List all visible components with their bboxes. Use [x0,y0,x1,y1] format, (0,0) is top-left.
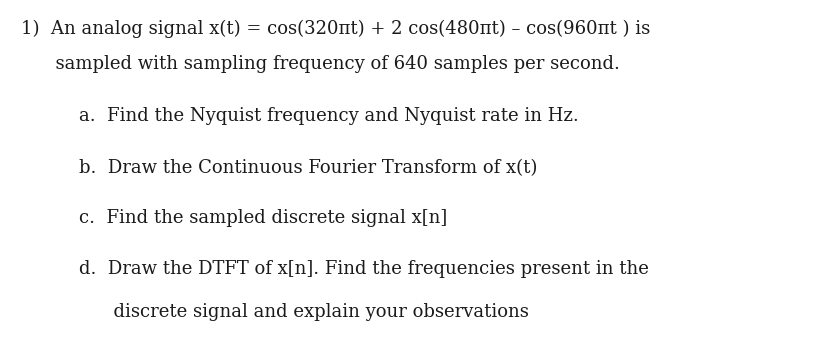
Text: discrete signal and explain your observations: discrete signal and explain your observa… [79,303,529,320]
Text: c.  Find the sampled discrete signal x[n]: c. Find the sampled discrete signal x[n] [79,209,448,227]
Text: 1)  An analog signal x(t) = cos(320πt) + 2 cos(480πt) – cos(960πt ) is: 1) An analog signal x(t) = cos(320πt) + … [21,20,650,38]
Text: a.  Find the Nyquist frequency and Nyquist rate in Hz.: a. Find the Nyquist frequency and Nyquis… [79,107,579,125]
Text: sampled with sampling frequency of 640 samples per second.: sampled with sampling frequency of 640 s… [21,55,620,73]
Text: d.  Draw the DTFT of x[n]. Find the frequencies present in the: d. Draw the DTFT of x[n]. Find the frequ… [79,260,649,277]
Text: b.  Draw the Continuous Fourier Transform of x(t): b. Draw the Continuous Fourier Transform… [79,159,537,177]
